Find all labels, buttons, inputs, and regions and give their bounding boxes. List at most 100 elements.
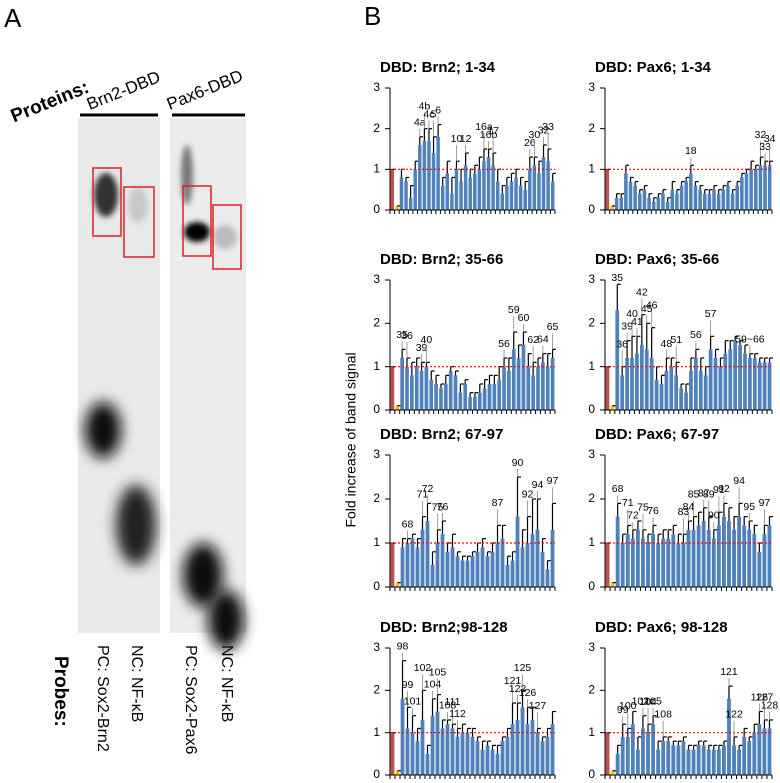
bar	[630, 724, 635, 775]
annotation: 33	[759, 141, 771, 153]
bar	[516, 358, 521, 410]
bar	[619, 197, 623, 210]
bar	[605, 366, 610, 410]
bar	[689, 173, 693, 210]
bar	[468, 397, 472, 410]
annotation: 12	[460, 133, 472, 145]
annotation: 112	[449, 708, 466, 720]
bar	[531, 375, 536, 410]
bar	[413, 169, 417, 210]
bar	[540, 741, 545, 775]
bar	[738, 345, 742, 410]
bar	[439, 388, 443, 410]
bar	[676, 543, 681, 587]
bar	[747, 741, 752, 775]
bar	[670, 189, 675, 210]
annotation: 36	[616, 338, 628, 350]
bar	[470, 736, 475, 775]
bar	[502, 366, 506, 410]
bar	[454, 169, 459, 210]
bar	[727, 521, 731, 587]
bar	[422, 140, 427, 210]
bar	[651, 201, 656, 210]
annotation: 121	[720, 666, 738, 678]
bar	[490, 551, 495, 587]
y-tick-label: 0	[373, 579, 380, 593]
annotation: 64	[537, 333, 549, 345]
bar	[415, 547, 420, 587]
bar	[530, 719, 535, 775]
bar	[757, 551, 762, 587]
bar	[620, 375, 625, 410]
bar	[458, 392, 463, 410]
y-tick-label: 1	[588, 359, 595, 373]
bar	[453, 375, 458, 410]
annotation: 126	[519, 687, 537, 699]
annotation: 98	[397, 640, 409, 652]
annotation: 87	[698, 488, 710, 500]
bar	[440, 728, 445, 775]
bar	[661, 193, 665, 210]
annotation: 85	[688, 488, 700, 500]
y-tick-label: 2	[373, 316, 380, 330]
panel-label: B	[364, 1, 381, 31]
bar	[400, 358, 404, 410]
bar	[408, 197, 413, 210]
annotation: 40	[626, 308, 638, 320]
bar	[733, 340, 738, 410]
bar	[497, 379, 502, 410]
chart-title: DBD: Pax6; 67-97	[595, 426, 719, 443]
bar	[684, 181, 688, 210]
annotation: 18	[685, 145, 697, 157]
annotation: 127	[756, 692, 774, 704]
bar	[722, 516, 726, 587]
bar	[535, 529, 540, 587]
bar	[515, 516, 520, 587]
annotation: 36	[401, 330, 413, 342]
bar	[669, 366, 674, 410]
chart-title: DBD: Brn2; 35-66	[380, 251, 503, 268]
bar	[495, 181, 500, 210]
y-tick-label: 2	[373, 491, 380, 505]
bar	[390, 543, 395, 587]
bar	[625, 358, 629, 410]
bar	[625, 534, 630, 587]
annotation: 102	[414, 662, 432, 674]
bar	[721, 189, 726, 210]
bar	[706, 749, 711, 775]
bar	[399, 177, 404, 210]
bar	[762, 728, 767, 775]
bar	[742, 525, 747, 587]
bar	[540, 551, 545, 587]
bar	[485, 556, 490, 587]
bar	[711, 538, 716, 587]
annotation: 59	[508, 304, 520, 316]
annotation: 84	[683, 501, 695, 513]
bar	[395, 205, 399, 210]
bar	[473, 397, 477, 410]
annotation: 39	[416, 342, 428, 354]
annotation: 4b	[419, 100, 431, 112]
protein-label: Brn2-DBD	[84, 67, 163, 114]
y-tick-label: 0	[588, 767, 595, 781]
bar	[679, 185, 684, 210]
annotation: 34	[764, 133, 776, 145]
y-tick-label: 0	[588, 202, 595, 216]
annotation: 127	[529, 700, 547, 712]
annotation: 46	[646, 299, 658, 311]
bar	[702, 193, 707, 210]
bar	[633, 185, 637, 210]
y-tick-label: 3	[373, 640, 380, 654]
bar	[642, 189, 647, 210]
bar	[641, 728, 645, 775]
bar	[737, 749, 742, 775]
bar	[706, 529, 711, 587]
bar	[644, 349, 649, 410]
y-tick-label: 1	[373, 162, 380, 176]
annotation: 65	[547, 321, 559, 333]
bar	[605, 732, 610, 775]
bar	[681, 543, 686, 587]
bar	[696, 745, 701, 775]
annotation: 40	[421, 334, 433, 346]
bar	[445, 724, 450, 775]
